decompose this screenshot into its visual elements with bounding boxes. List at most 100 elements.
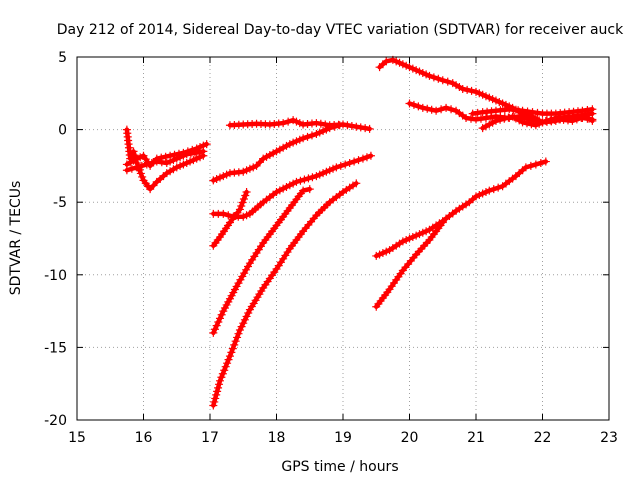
data-point [402,61,411,70]
series-s10 [478,112,597,133]
data-point [321,120,330,129]
data-point [146,185,155,194]
data-point [527,120,536,129]
data-point [398,60,407,69]
data-point [239,167,248,176]
data-point [238,198,247,207]
data-point [279,184,288,193]
data-point [272,147,281,156]
data-point [475,190,484,199]
data-point [522,119,531,128]
data-point [237,322,246,331]
data-point [169,165,178,174]
data-point [284,117,293,126]
data-point [489,185,498,194]
data-point [405,99,414,108]
data-point [463,85,472,94]
data-point [242,265,251,274]
data-point [515,116,524,125]
data-point [217,310,226,319]
data-point [485,93,494,102]
data-point [162,169,171,178]
data-point [478,189,487,198]
data-point [322,125,331,134]
data-point [467,86,476,95]
data-point [211,394,220,403]
series-s1 [225,116,374,133]
data-point [137,161,146,170]
data-point [212,390,221,399]
data-point [347,121,356,130]
series-s5 [209,185,314,337]
data-point [213,387,222,396]
data-point [372,251,381,260]
x-tick-label: 15 [68,430,86,446]
data-point [235,325,244,334]
data-point [405,63,414,72]
data-point [467,114,476,123]
series-s6 [209,179,361,410]
data-point [491,96,500,105]
data-point [535,119,544,128]
data-point [481,188,490,197]
data-point [414,102,423,111]
data-point [422,70,431,79]
data-point [172,163,181,172]
data-point [235,205,244,214]
data-point [358,154,367,163]
x-tick-label: 23 [600,430,618,446]
data-point [214,383,223,392]
plot-area [122,55,597,410]
data-point [412,231,421,240]
x-tick-label: 22 [534,430,552,446]
data-point [228,344,237,353]
data-point [238,272,247,281]
data-point [166,167,175,176]
data-point [214,317,223,326]
data-point [292,137,301,146]
data-point [289,179,298,188]
y-tick-label: 0 [58,123,67,139]
data-point [162,158,171,167]
data-point [409,100,418,109]
data-point [210,397,219,406]
y-tick-label: -5 [53,195,67,211]
data-point [142,160,151,169]
data-point [304,174,313,183]
data-point [166,157,175,166]
data-point [523,107,532,116]
data-point [462,113,471,122]
data-point [295,119,304,128]
data-point [182,150,191,159]
data-point [279,119,288,128]
data-point [481,122,490,131]
data-point [230,340,239,349]
data-point [354,156,363,165]
data-point [588,116,597,125]
data-point [362,153,371,162]
data-point [212,321,221,330]
data-point [292,177,301,186]
data-point [511,114,520,123]
data-point [495,98,504,107]
data-point [179,151,188,160]
data-point [195,148,204,157]
x-tick-label: 20 [401,430,419,446]
data-point [215,380,224,389]
data-point [335,121,344,130]
data-point [531,160,540,169]
data-point [361,124,370,133]
data-point [500,114,509,123]
data-point [234,329,243,338]
data-point [186,157,195,166]
data-point [443,77,452,86]
data-point [217,373,226,382]
data-point [221,362,230,371]
data-point [259,154,268,163]
data-point [210,325,219,334]
data-point [531,121,540,130]
data-point [472,115,480,124]
data-point [279,143,288,152]
y-tick-label: -20 [44,413,67,429]
